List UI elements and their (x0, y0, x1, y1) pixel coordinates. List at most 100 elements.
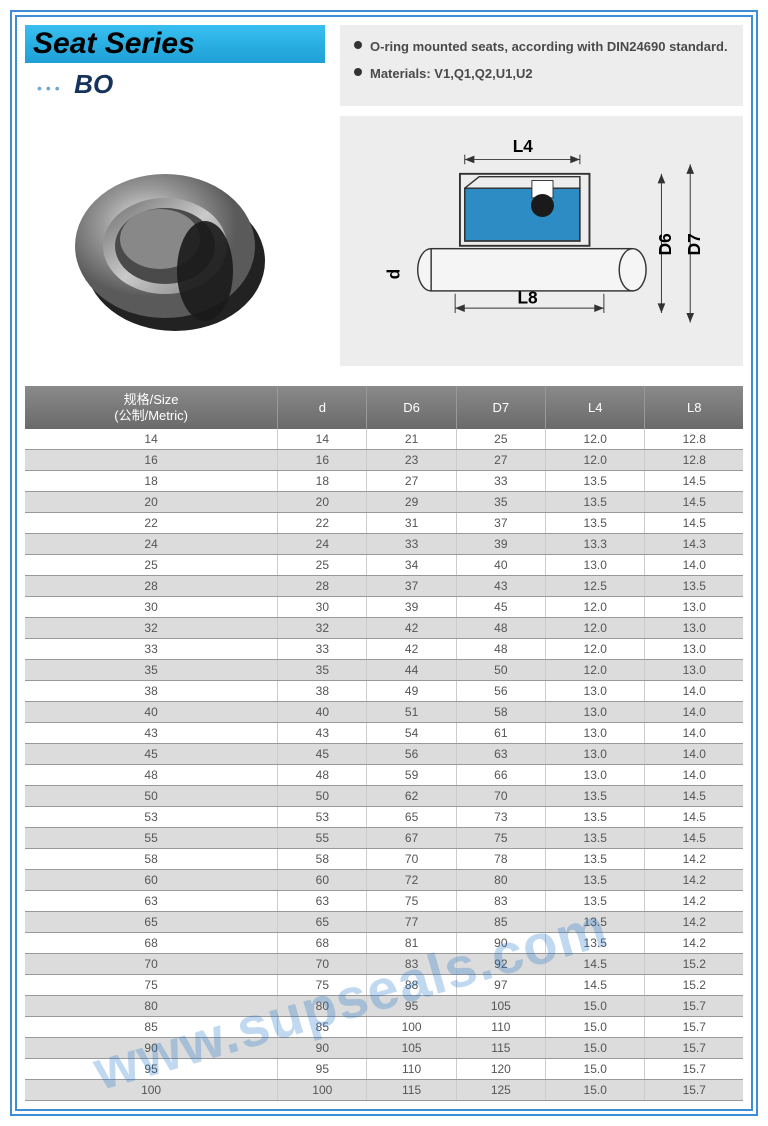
table-cell: 13.0 (545, 765, 645, 786)
table-row: 5353657313.514.5 (25, 807, 743, 828)
table-cell: 23 (367, 450, 456, 471)
table-row: 2828374312.513.5 (25, 576, 743, 597)
table-cell: 65 (278, 912, 367, 933)
table-header-row: 规格/Size (公制/Metric) d D6 D7 L4 L8 (25, 386, 743, 429)
table-row: 909010511515.015.7 (25, 1038, 743, 1059)
label-L8: L8 (518, 287, 539, 307)
dimensions-table: 规格/Size (公制/Metric) d D6 D7 L4 L8 141421… (25, 386, 743, 1101)
table-cell: 14.5 (545, 975, 645, 996)
table-cell: 35 (456, 492, 545, 513)
table-cell: 110 (456, 1017, 545, 1038)
table-cell: 62 (367, 786, 456, 807)
table-cell: 12.0 (545, 597, 645, 618)
spec-box: O-ring mounted seats, according with DIN… (340, 25, 743, 106)
table-cell: 15.2 (645, 954, 743, 975)
label-L4: L4 (513, 136, 534, 156)
table-cell: 13.5 (545, 891, 645, 912)
table-cell: 51 (367, 702, 456, 723)
col-d: d (278, 386, 367, 429)
table-cell: 13.5 (545, 786, 645, 807)
table-cell: 14.0 (645, 744, 743, 765)
table-cell: 14.2 (645, 891, 743, 912)
subtitle-dots: ••• (37, 80, 64, 96)
table-cell: 32 (278, 618, 367, 639)
table-cell: 25 (278, 555, 367, 576)
inner-frame: Seat Series ••• BO O-ring mounted seats,… (15, 15, 753, 1111)
table-cell: 48 (25, 765, 278, 786)
table-cell: 15.2 (645, 975, 743, 996)
table-row: 6868819013.514.2 (25, 933, 743, 954)
table-cell: 30 (278, 597, 367, 618)
table-cell: 15.7 (645, 1059, 743, 1080)
table-cell: 77 (367, 912, 456, 933)
table-cell: 13.0 (545, 744, 645, 765)
col-D7: D7 (456, 386, 545, 429)
spec-text-1: O-ring mounted seats, according with DIN… (370, 37, 728, 58)
table-cell: 15.0 (545, 1059, 645, 1080)
table-cell: 61 (456, 723, 545, 744)
table-cell: 24 (278, 534, 367, 555)
table-cell: 65 (25, 912, 278, 933)
table-cell: 15.7 (645, 996, 743, 1017)
table-cell: 13.5 (545, 807, 645, 828)
col-L4: L4 (545, 386, 645, 429)
table-cell: 32 (25, 618, 278, 639)
table-cell: 88 (367, 975, 456, 996)
table-row: 1414212512.012.8 (25, 429, 743, 450)
table-cell: 100 (278, 1080, 367, 1101)
table-row: 5555677513.514.5 (25, 828, 743, 849)
table-cell: 14.2 (645, 933, 743, 954)
table-cell: 13.5 (545, 912, 645, 933)
table-cell: 80 (25, 996, 278, 1017)
table-cell: 21 (367, 429, 456, 450)
table-cell: 14.0 (645, 723, 743, 744)
table-cell: 18 (278, 471, 367, 492)
table-cell: 105 (367, 1038, 456, 1059)
table-cell: 20 (278, 492, 367, 513)
header-row: Seat Series ••• BO O-ring mounted seats,… (25, 25, 743, 106)
table-cell: 27 (367, 471, 456, 492)
table-cell: 14.0 (645, 681, 743, 702)
table-cell: 16 (25, 450, 278, 471)
table-cell: 14.2 (645, 870, 743, 891)
table-cell: 65 (367, 807, 456, 828)
table-cell: 38 (25, 681, 278, 702)
table-cell: 120 (456, 1059, 545, 1080)
table-cell: 14.3 (645, 534, 743, 555)
table-row: 3232424812.013.0 (25, 618, 743, 639)
table-cell: 29 (367, 492, 456, 513)
table-cell: 63 (278, 891, 367, 912)
table-cell: 14.5 (645, 513, 743, 534)
table-cell: 100 (367, 1017, 456, 1038)
table-cell: 33 (278, 639, 367, 660)
table-cell: 45 (456, 597, 545, 618)
table-cell: 15.0 (545, 1080, 645, 1101)
seal-ring-illustration (65, 131, 285, 351)
table-cell: 85 (278, 1017, 367, 1038)
table-row: 2222313713.514.5 (25, 513, 743, 534)
table-cell: 13.0 (645, 597, 743, 618)
table-cell: 40 (456, 555, 545, 576)
table-cell: 90 (456, 933, 545, 954)
table-cell: 54 (367, 723, 456, 744)
table-cell: 25 (456, 429, 545, 450)
table-cell: 33 (25, 639, 278, 660)
table-cell: 83 (367, 954, 456, 975)
table-cell: 58 (25, 849, 278, 870)
table-row: 959511012015.015.7 (25, 1059, 743, 1080)
table-cell: 15.0 (545, 1017, 645, 1038)
table-cell: 78 (456, 849, 545, 870)
table-cell: 15.7 (645, 1017, 743, 1038)
table-cell: 75 (367, 891, 456, 912)
table-cell: 80 (278, 996, 367, 1017)
table-cell: 14 (25, 429, 278, 450)
table-cell: 75 (278, 975, 367, 996)
table-cell: 14.0 (645, 702, 743, 723)
table-row: 5050627013.514.5 (25, 786, 743, 807)
table-row: 3333424812.013.0 (25, 639, 743, 660)
technical-diagram: L4 L8 d D6 D7 (340, 116, 743, 366)
table-cell: 48 (456, 618, 545, 639)
table-cell: 70 (278, 954, 367, 975)
table-cell: 13.5 (545, 492, 645, 513)
table-cell: 48 (456, 639, 545, 660)
